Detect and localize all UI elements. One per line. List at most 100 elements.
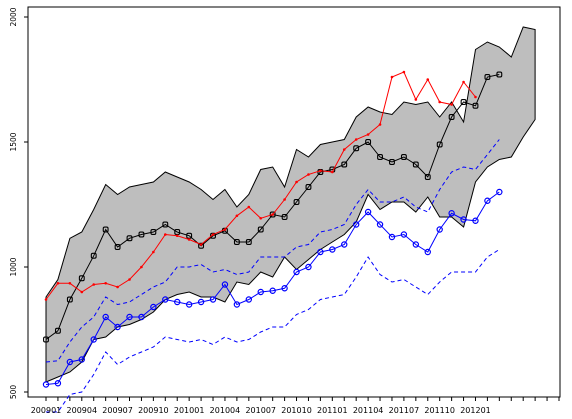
data-point (448, 114, 455, 120)
x-tick-label: 201001 (174, 406, 205, 415)
data-point (150, 303, 157, 311)
data-point (80, 290, 84, 294)
data-point (305, 184, 312, 190)
data-point (152, 250, 155, 254)
data-point (102, 226, 109, 233)
data-point (438, 100, 441, 104)
data-point (257, 288, 264, 296)
x-tick-label: 201201 (460, 406, 491, 415)
data-point (102, 313, 109, 321)
data-point (295, 180, 298, 184)
data-point (174, 229, 181, 235)
data-point (496, 188, 503, 196)
data-point (329, 246, 336, 253)
data-point (233, 301, 241, 308)
data-point (68, 281, 72, 285)
data-point (175, 234, 179, 238)
data-point (331, 170, 334, 174)
data-point (400, 231, 408, 238)
data-point (114, 323, 121, 331)
data-point (140, 265, 143, 269)
data-point (390, 75, 394, 79)
data-point (352, 221, 360, 228)
data-point (164, 233, 167, 236)
data-point (342, 148, 346, 151)
y-tick-label: 500 (9, 385, 18, 400)
data-point (319, 169, 322, 173)
data-point (66, 358, 74, 366)
data-point (388, 233, 396, 241)
data-point (78, 275, 85, 282)
data-point (460, 99, 467, 105)
data-point (474, 95, 477, 99)
dashed-line-2 (46, 249, 500, 413)
data-point (259, 216, 263, 220)
data-point (283, 198, 286, 201)
data-point (247, 205, 251, 209)
plot-frame (27, 6, 561, 398)
data-point (271, 213, 274, 216)
data-point (54, 380, 62, 387)
data-point (426, 78, 430, 81)
data-point (211, 233, 215, 236)
data-point (412, 161, 419, 168)
series-layer (42, 70, 503, 388)
data-point (378, 123, 382, 126)
data-point (269, 211, 276, 218)
data-point (235, 214, 239, 218)
data-point (436, 141, 443, 148)
data-point (66, 296, 73, 303)
data-point (341, 241, 348, 248)
data-point (307, 173, 310, 176)
confidence-band (45, 26, 536, 383)
data-point (496, 71, 503, 78)
data-point (90, 336, 97, 343)
data-point (412, 241, 420, 248)
data-point (377, 154, 383, 160)
confidence-band-layer (45, 26, 536, 383)
series-3 (44, 70, 477, 301)
data-point (341, 161, 348, 168)
data-point (56, 281, 60, 285)
x-axis: 200901 200904 200907 200910 201001 201004 2010… (31, 397, 560, 415)
data-point (366, 133, 370, 136)
data-point (424, 248, 431, 256)
data-point (126, 313, 133, 321)
data-point (281, 214, 288, 220)
data-point (365, 139, 372, 145)
y-tick-label: 1500 (9, 132, 18, 151)
data-point (92, 283, 96, 286)
data-point (104, 281, 107, 285)
data-point (186, 232, 193, 239)
x-tick-label: 201110 (424, 406, 455, 415)
data-point (209, 296, 217, 303)
x-tick-label: 201107 (389, 406, 420, 415)
data-point (450, 103, 453, 106)
data-point (54, 327, 61, 334)
x-tick-label: 200910 (138, 406, 169, 415)
data-point (90, 252, 97, 259)
data-point (185, 301, 193, 308)
dashed-line-1 (45, 139, 500, 363)
x-tick-label: 201004 (210, 406, 241, 415)
data-point (484, 74, 491, 80)
series-2 (42, 188, 503, 388)
data-point (472, 217, 479, 224)
data-point (436, 226, 443, 233)
y-tick-label: 2000 (9, 7, 18, 26)
x-tick-label: 200907 (102, 406, 133, 415)
data-point (233, 239, 240, 245)
data-point (187, 238, 191, 241)
data-point (460, 216, 467, 223)
data-point (223, 228, 227, 231)
data-point (293, 268, 300, 276)
data-point (245, 296, 253, 303)
data-point (138, 231, 145, 238)
data-point (269, 287, 276, 294)
dashed-series-layer (45, 139, 500, 413)
data-point (162, 221, 169, 228)
data-point (257, 226, 264, 233)
data-point (402, 70, 406, 74)
data-point (174, 298, 181, 306)
